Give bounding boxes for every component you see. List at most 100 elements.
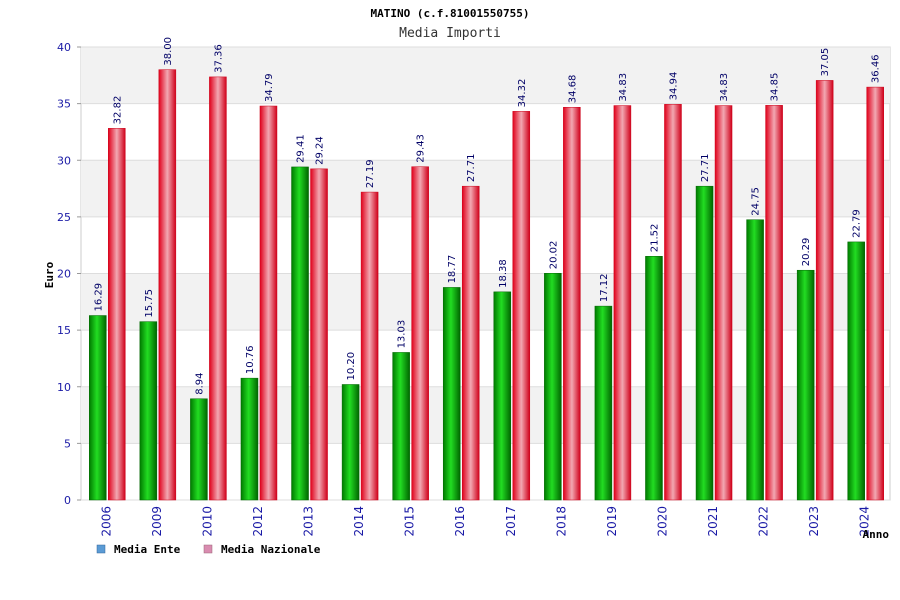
value-labels: 16.29 32.82 15.75 38.00 8.94 37.36 10.76 34.79 2…	[93, 37, 881, 395]
y-tick-label: 30	[57, 154, 71, 167]
y-tick-label: 5	[64, 437, 71, 450]
bar-media-nazionale	[714, 105, 733, 501]
y-tick-label: 40	[57, 41, 71, 54]
x-tick-label: 2022	[757, 506, 771, 537]
bar-media-ente	[544, 273, 562, 501]
bars	[89, 69, 884, 501]
data-label: 34.79	[264, 73, 275, 102]
bar-media-ente	[847, 241, 865, 501]
x-tick-label: 2016	[453, 506, 467, 537]
y-tick-label: 10	[57, 381, 71, 394]
data-label: 29.41	[296, 134, 307, 163]
x-tick-label: 2019	[605, 506, 619, 537]
bar-media-ente	[493, 291, 512, 501]
legend-swatch-media-ente	[96, 544, 106, 554]
bar-media-ente	[695, 185, 714, 501]
x-tick-label: 2006	[99, 506, 113, 537]
x-axis-ticks: 2006 2009 2010 2012 2013 2014 2015 2016 2017 2018…	[99, 506, 871, 537]
bar-media-ente	[190, 398, 208, 501]
legend: Media Ente Media Nazionale	[96, 543, 321, 556]
y-tick-label: 0	[64, 494, 71, 507]
legend-label-media-ente: Media Ente	[114, 543, 181, 556]
bar-media-nazionale	[563, 106, 581, 501]
data-label: 20.29	[801, 238, 812, 267]
y-tick-label: 20	[57, 268, 71, 281]
bar-media-ente	[341, 384, 360, 501]
bar-media-ente	[240, 377, 259, 501]
bar-media-nazionale	[866, 86, 884, 501]
x-tick-label: 2023	[807, 506, 821, 537]
x-tick-label: 2020	[655, 506, 669, 537]
data-label: 8.94	[194, 372, 205, 394]
data-label: 34.83	[618, 73, 629, 102]
chart-title: MATINO (c.f.81001550755)	[371, 7, 530, 20]
x-axis-label: Anno	[863, 528, 890, 541]
bar-media-nazionale	[360, 191, 379, 501]
x-tick-label: 2015	[403, 506, 417, 537]
data-label: 24.75	[751, 187, 762, 216]
x-tick-label: 2013	[302, 506, 316, 537]
bar-media-nazionale	[209, 76, 227, 501]
chart-subtitle: Media Importi	[399, 26, 501, 41]
data-label: 34.94	[668, 72, 679, 101]
bar-media-ente	[796, 269, 815, 501]
bar-media-nazionale	[310, 168, 328, 501]
data-label: 34.68	[567, 75, 578, 104]
bar-media-nazionale	[411, 166, 429, 501]
y-tick-label: 15	[57, 324, 71, 337]
data-label: 13.03	[397, 320, 408, 349]
bar-media-ente	[746, 219, 764, 501]
bar-media-ente	[291, 166, 309, 501]
x-tick-label: 2021	[706, 506, 720, 537]
bar-media-nazionale	[664, 104, 682, 501]
data-label: 37.05	[820, 48, 831, 77]
data-label: 34.32	[517, 79, 528, 108]
data-label: 18.77	[447, 255, 458, 284]
x-tick-label: 2010	[200, 506, 214, 537]
x-tick-label: 2009	[150, 506, 164, 537]
data-label: 34.83	[719, 73, 730, 102]
bar-media-ente	[139, 321, 158, 501]
bar-media-nazionale	[158, 69, 177, 501]
x-tick-label: 2017	[504, 506, 518, 537]
bar-media-nazionale	[512, 111, 531, 501]
y-tick-label: 25	[57, 211, 71, 224]
bar-media-nazionale	[259, 105, 278, 501]
data-label: 21.52	[649, 224, 660, 253]
bar-media-nazionale	[765, 105, 783, 501]
data-label: 34.85	[770, 73, 781, 102]
bar-media-nazionale	[108, 128, 126, 501]
bar-media-nazionale	[815, 80, 834, 501]
data-label: 37.36	[213, 44, 224, 73]
data-label: 32.82	[112, 96, 123, 125]
bar-media-ente	[442, 287, 461, 501]
bar-media-ente	[89, 315, 107, 501]
bar-media-ente	[645, 256, 663, 501]
data-label: 36.46	[871, 54, 882, 83]
x-tick-label: 2024	[858, 506, 872, 537]
bar-media-nazionale	[461, 185, 480, 501]
legend-label-media-nazionale: Media Nazionale	[221, 543, 321, 556]
y-axis-ticks: 0 5 10 15 20 25 30 35 40	[57, 41, 81, 507]
data-label: 10.76	[245, 346, 256, 375]
legend-swatch-media-nazionale	[203, 544, 213, 554]
y-axis-label: Euro	[43, 261, 56, 288]
bar-media-ente	[594, 305, 613, 501]
data-label: 18.38	[498, 259, 509, 288]
x-tick-label: 2012	[251, 506, 265, 537]
data-label: 15.75	[144, 289, 155, 318]
data-label: 27.71	[700, 154, 711, 183]
data-label: 20.02	[548, 241, 559, 270]
x-tick-label: 2014	[352, 506, 366, 537]
y-tick-label: 35	[57, 98, 71, 111]
data-label: 29.24	[315, 136, 326, 165]
bar-media-ente	[392, 352, 410, 501]
data-label: 10.20	[346, 352, 357, 381]
x-tick-label: 2018	[554, 506, 568, 537]
data-label: 22.79	[852, 209, 863, 238]
data-label: 29.43	[416, 134, 427, 163]
data-label: 27.19	[365, 159, 376, 188]
data-label: 38.00	[163, 37, 174, 66]
data-label: 17.12	[599, 273, 610, 302]
